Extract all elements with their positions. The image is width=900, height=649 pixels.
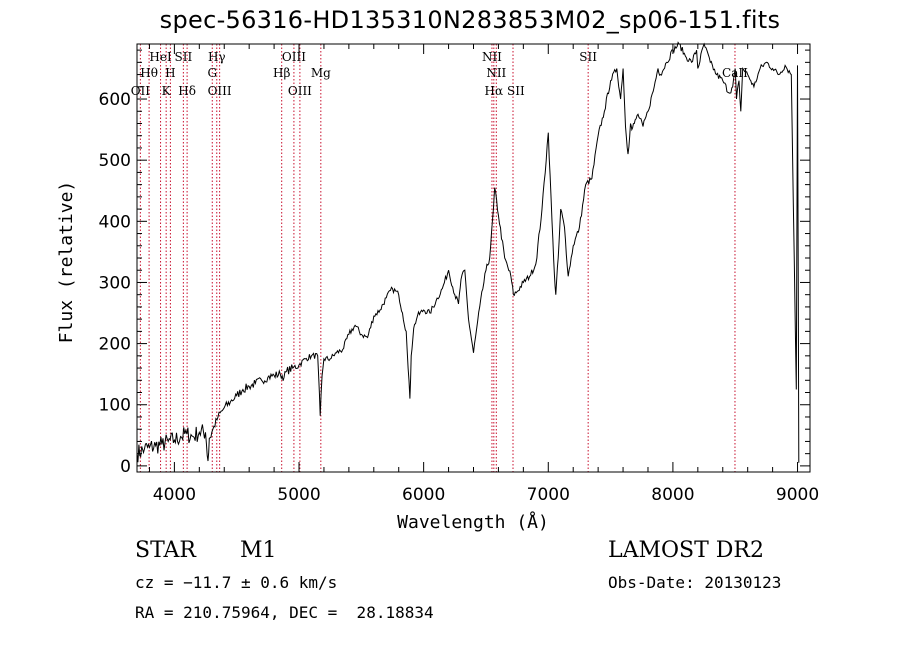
line-label-8: G xyxy=(207,66,217,80)
x-tick-label: 7000 xyxy=(527,485,570,505)
obs-date: Obs-Date: 20130123 xyxy=(608,573,782,592)
y-tick-label: 300 xyxy=(99,273,131,293)
line-label-13: Mg xyxy=(311,66,331,80)
line-label-18: SII xyxy=(579,50,597,64)
chart-title: spec-56316-HD135310N283853M02_sp06-151.f… xyxy=(159,6,781,34)
plot-frame xyxy=(136,43,811,473)
line-label-5: SII xyxy=(175,50,193,64)
line-label-19: CaII xyxy=(722,66,748,80)
line-label-9: OIII xyxy=(208,84,232,98)
object-subclass: M1 xyxy=(240,538,277,563)
line-label-16: NII xyxy=(486,66,506,80)
line-label-15: Hα xyxy=(485,84,504,98)
x-tick-label: 4000 xyxy=(153,485,196,505)
x-tick-label: 6000 xyxy=(402,485,445,505)
line-label-7: Hγ xyxy=(208,50,226,64)
y-tick-label: 600 xyxy=(99,90,131,110)
object-class: STAR xyxy=(135,538,196,563)
y-axis-label: Flux (relative) xyxy=(56,181,77,344)
survey-name: LAMOST DR2 xyxy=(608,538,764,563)
line-label-6: Hδ xyxy=(178,84,196,98)
x-tick-label: 5000 xyxy=(277,485,320,505)
y-tick-label: 100 xyxy=(99,396,131,416)
y-tick-label: 200 xyxy=(99,335,131,355)
line-label-17: SII xyxy=(507,84,525,98)
line-label-11: OIII xyxy=(282,50,306,64)
line-label-0: OII xyxy=(131,84,151,98)
line-label-4: H xyxy=(165,66,175,80)
x-tick-label: 8000 xyxy=(651,485,694,505)
spectrum-line xyxy=(136,41,800,463)
line-label-10: Hβ xyxy=(273,66,290,80)
redshift-cz: cz = −11.7 ± 0.6 km/s xyxy=(135,573,338,592)
line-label-1: Hθ xyxy=(140,66,158,80)
line-label-12: OIII xyxy=(288,84,312,98)
x-tick-label: 9000 xyxy=(776,485,819,505)
y-tick-label: 0 xyxy=(120,457,131,477)
spectrum-curve-group xyxy=(136,41,800,463)
ra-dec: RA = 210.75964, DEC = 28.18834 xyxy=(135,603,434,622)
x-axis-label: Wavelength (Å) xyxy=(397,511,549,533)
line-label-14: NII xyxy=(482,50,502,64)
spectral-lines-group xyxy=(139,44,736,472)
y-tick-label: 400 xyxy=(99,212,131,232)
line-label-3: K xyxy=(162,84,172,98)
axes-group: 4000 5000 6000 7000 8000 9000 0 100 200 300 400 500… xyxy=(99,43,819,505)
y-tick-label: 500 xyxy=(99,151,131,171)
line-label-2: HeI xyxy=(149,50,172,64)
line-labels-group: OIIHθHeIKHSIIHδHγGOIIIHβOIIIOIIIMgNIIHαN… xyxy=(131,50,748,98)
